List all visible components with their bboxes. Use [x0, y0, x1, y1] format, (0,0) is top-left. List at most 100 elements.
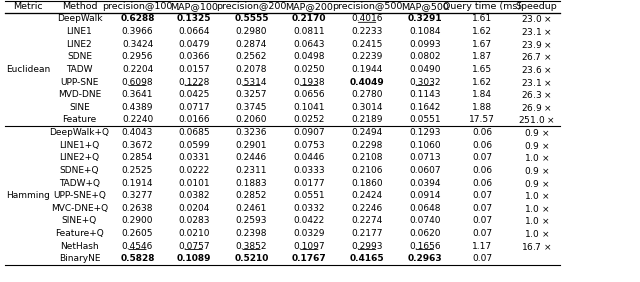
Text: 0.1325: 0.1325	[177, 14, 211, 23]
Text: 0.3236: 0.3236	[236, 128, 268, 137]
Text: 1.88: 1.88	[472, 103, 492, 112]
Text: 1.0 $\times$: 1.0 $\times$	[524, 152, 549, 163]
Text: 0.2874: 0.2874	[236, 40, 267, 49]
Text: 0.3966: 0.3966	[122, 27, 154, 36]
Text: 0.0685: 0.0685	[178, 128, 209, 137]
Text: 0.2963: 0.2963	[408, 254, 442, 263]
Text: 0.4016: 0.4016	[351, 14, 383, 23]
Text: 0.2525: 0.2525	[122, 166, 153, 175]
Text: 23.6 $\times$: 23.6 $\times$	[521, 64, 552, 75]
Text: 1.62: 1.62	[472, 78, 492, 87]
Text: 0.2240: 0.2240	[122, 115, 153, 124]
Text: LINE2+Q: LINE2+Q	[60, 153, 99, 162]
Text: 0.3291: 0.3291	[408, 14, 442, 23]
Text: 0.4049: 0.4049	[349, 78, 385, 87]
Text: 23.1 $\times$: 23.1 $\times$	[521, 76, 552, 87]
Text: 0.06: 0.06	[472, 166, 492, 175]
Text: 0.6098: 0.6098	[122, 78, 154, 87]
Text: 0.0425: 0.0425	[178, 90, 209, 99]
Text: SINE+Q: SINE+Q	[62, 216, 97, 225]
Text: 0.1097: 0.1097	[294, 242, 325, 251]
Text: 0.1860: 0.1860	[351, 179, 383, 188]
Text: 0.0331: 0.0331	[178, 153, 209, 162]
Text: 1.67: 1.67	[472, 40, 492, 49]
Text: Metric: Metric	[13, 2, 43, 11]
Text: MAP@500: MAP@500	[401, 2, 449, 11]
Text: Hamming: Hamming	[6, 191, 50, 200]
Text: 0.0811: 0.0811	[294, 27, 325, 36]
Text: 0.9 $\times$: 0.9 $\times$	[524, 127, 549, 138]
Text: NetHash: NetHash	[60, 242, 99, 251]
Text: 0.2274: 0.2274	[351, 216, 383, 225]
Text: Feature: Feature	[62, 115, 97, 124]
Text: 0.6288: 0.6288	[120, 14, 155, 23]
Text: 0.2980: 0.2980	[236, 27, 268, 36]
Text: 0.0753: 0.0753	[294, 141, 325, 150]
Text: 0.0599: 0.0599	[178, 141, 209, 150]
Text: 0.06: 0.06	[472, 141, 492, 150]
Text: 1.84: 1.84	[472, 90, 492, 99]
Text: Speedup: Speedup	[515, 2, 557, 11]
Text: precision@100: precision@100	[102, 2, 173, 11]
Text: 0.07: 0.07	[472, 191, 492, 200]
Text: 0.07: 0.07	[472, 204, 492, 213]
Text: 0.2901: 0.2901	[236, 141, 268, 150]
Text: 0.2204: 0.2204	[122, 65, 153, 74]
Text: 0.2854: 0.2854	[122, 153, 153, 162]
Text: 0.0914: 0.0914	[409, 191, 440, 200]
Text: 0.3852: 0.3852	[236, 242, 268, 251]
Text: 0.2461: 0.2461	[236, 204, 267, 213]
Text: 0.3745: 0.3745	[236, 103, 268, 112]
Text: 0.0717: 0.0717	[178, 103, 209, 112]
Text: 0.0446: 0.0446	[294, 153, 325, 162]
Text: 0.3032: 0.3032	[409, 78, 440, 87]
Text: 0.2060: 0.2060	[236, 115, 268, 124]
Text: 1.0 $\times$: 1.0 $\times$	[524, 190, 549, 201]
Text: 0.1089: 0.1089	[177, 254, 211, 263]
Text: 0.0366: 0.0366	[178, 52, 209, 61]
Text: 0.2177: 0.2177	[351, 229, 383, 238]
Text: 0.3014: 0.3014	[351, 103, 383, 112]
Text: 0.5555: 0.5555	[234, 14, 269, 23]
Text: DeepWalk: DeepWalk	[57, 14, 102, 23]
Text: 0.2239: 0.2239	[351, 52, 383, 61]
Text: 1.0 $\times$: 1.0 $\times$	[524, 215, 549, 226]
Text: 0.0740: 0.0740	[409, 216, 440, 225]
Text: 0.3424: 0.3424	[122, 40, 153, 49]
Text: 0.0333: 0.0333	[294, 166, 325, 175]
Text: Euclidean: Euclidean	[6, 65, 50, 74]
Text: 0.1883: 0.1883	[236, 179, 268, 188]
Text: SDNE: SDNE	[67, 52, 92, 61]
Text: 17.57: 17.57	[469, 115, 495, 124]
Text: 0.5210: 0.5210	[234, 254, 269, 263]
Text: 0.5828: 0.5828	[120, 254, 155, 263]
Text: UPP-SNE: UPP-SNE	[60, 78, 99, 87]
Text: 0.0993: 0.0993	[409, 40, 441, 49]
Text: 251.0 $\times$: 251.0 $\times$	[518, 114, 555, 125]
Text: 0.0656: 0.0656	[294, 90, 325, 99]
Text: 0.07: 0.07	[472, 216, 492, 225]
Text: 0.3277: 0.3277	[122, 191, 154, 200]
Text: SINE: SINE	[69, 103, 90, 112]
Text: 0.0332: 0.0332	[294, 204, 325, 213]
Text: 0.0250: 0.0250	[294, 65, 325, 74]
Text: 0.0907: 0.0907	[294, 128, 325, 137]
Text: 0.0394: 0.0394	[409, 179, 440, 188]
Text: 0.3641: 0.3641	[122, 90, 154, 99]
Text: TADW: TADW	[66, 65, 93, 74]
Text: 0.3257: 0.3257	[236, 90, 268, 99]
Text: 23.0 $\times$: 23.0 $\times$	[521, 14, 552, 25]
Text: 0.06: 0.06	[472, 179, 492, 188]
Text: UPP-SNE+Q: UPP-SNE+Q	[53, 191, 106, 200]
Text: LINE1+Q: LINE1+Q	[60, 141, 100, 150]
Text: 0.0177: 0.0177	[294, 179, 325, 188]
Text: 0.2233: 0.2233	[351, 27, 383, 36]
Text: 0.3672: 0.3672	[122, 141, 154, 150]
Text: 0.2246: 0.2246	[351, 204, 383, 213]
Text: 0.0422: 0.0422	[294, 216, 325, 225]
Text: 0.5314: 0.5314	[236, 78, 268, 87]
Text: 0.1143: 0.1143	[409, 90, 440, 99]
Text: 0.1938: 0.1938	[294, 78, 325, 87]
Text: 0.1084: 0.1084	[409, 27, 440, 36]
Text: 0.2078: 0.2078	[236, 65, 268, 74]
